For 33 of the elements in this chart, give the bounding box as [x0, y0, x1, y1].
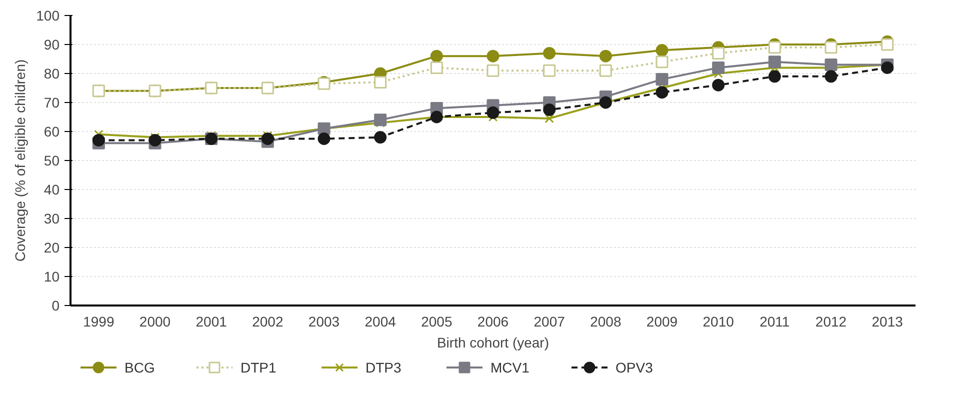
x-tick-label: 2013: [872, 314, 904, 330]
y-tick-label: 0: [52, 298, 60, 314]
x-tick-label: 2007: [534, 314, 566, 330]
x-tick-label: 2008: [590, 314, 622, 330]
y-tick-label: 10: [44, 268, 60, 284]
x-tick-label: 2011: [760, 314, 790, 330]
y-tick-label: 80: [44, 66, 60, 82]
x-tick-label: 2002: [252, 314, 284, 330]
x-tick-label: 2003: [308, 314, 340, 330]
x-tick-label: 2012: [815, 314, 847, 330]
legend-label: OPV3: [616, 360, 654, 376]
y-tick-label: 40: [44, 182, 60, 198]
x-tick-label: 2001: [196, 314, 228, 330]
y-tick-label: 20: [44, 240, 60, 256]
x-tick-label: 2009: [646, 314, 678, 330]
x-tick-label: 1999: [83, 314, 114, 330]
y-tick-label: 100: [36, 8, 60, 24]
legend-label: MCV1: [490, 360, 530, 376]
legend-label: DTP3: [366, 360, 402, 376]
x-tick-label: 2004: [364, 314, 396, 330]
y-tick-label: 60: [44, 124, 60, 140]
legend-label: BCG: [124, 360, 155, 376]
y-tick-label: 70: [44, 94, 60, 110]
legend-label: DTP1: [240, 360, 276, 376]
x-tick-label: 2006: [477, 314, 509, 330]
x-tick-label: 2000: [139, 314, 171, 330]
y-tick-label: 50: [44, 152, 60, 168]
y-tick-label: 30: [44, 210, 60, 226]
x-axis-title: Birth cohort (year): [436, 334, 550, 350]
x-tick-label: 2005: [421, 314, 452, 330]
y-tick-label: 90: [44, 36, 60, 52]
y-axis-title: Coverage (% of eligible children): [12, 59, 28, 262]
x-tick-label: 2010: [702, 314, 734, 330]
